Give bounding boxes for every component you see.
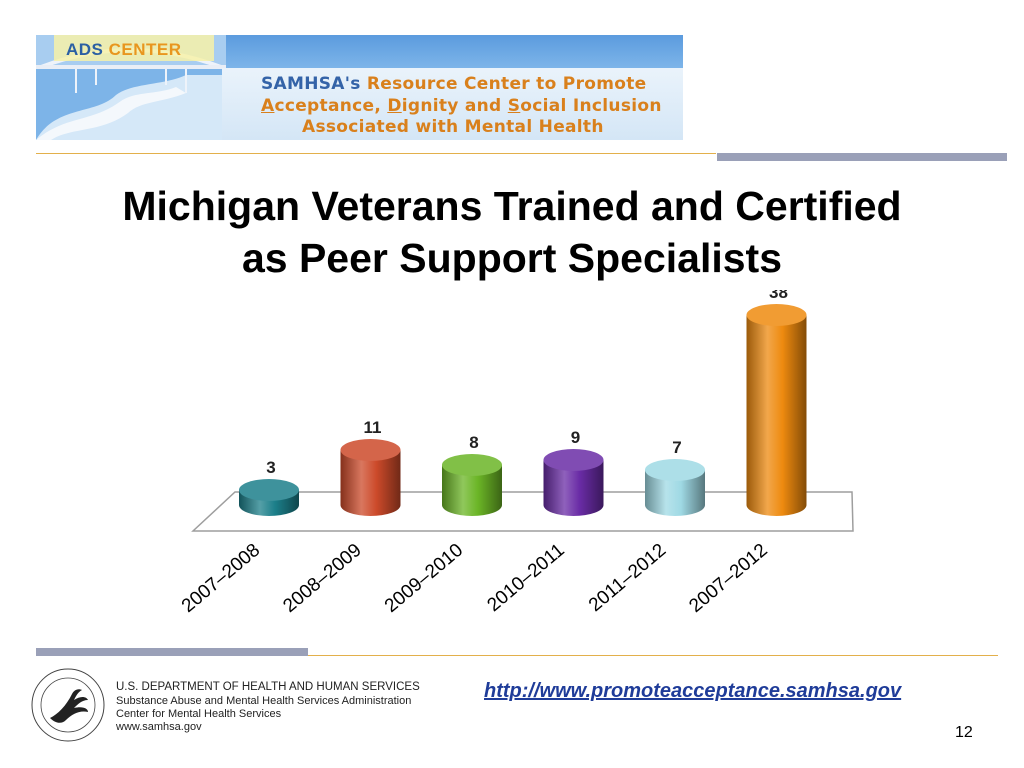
hhs-seal-logo <box>31 668 105 742</box>
bar <box>239 479 299 516</box>
bar <box>543 449 604 516</box>
footer-center: Center for Mental Health Services <box>116 708 282 720</box>
x-tick-label: 2008–2009 <box>279 540 365 617</box>
title-line-2: as Peer Support Specialists <box>241 235 783 281</box>
bar-top <box>746 304 807 326</box>
bridge-river-illustration <box>36 35 226 140</box>
bar <box>645 459 705 516</box>
header-banner: ADS CENTER SAMHSA's Resource Center to P… <box>36 35 683 140</box>
footer-divider-line <box>308 655 998 656</box>
data-label: 11 <box>364 418 382 437</box>
data-label: 38 <box>769 290 788 302</box>
footer-website: www.samhsa.gov <box>116 721 202 733</box>
bar <box>442 454 502 516</box>
footer-divider-bar <box>36 648 308 656</box>
x-tick-label: 2007–2012 <box>685 540 771 617</box>
x-tick-label: 2007–2008 <box>178 540 264 617</box>
samhsa-url-link[interactable]: http://www.promoteacceptance.samhsa.gov <box>484 680 902 702</box>
data-label: 8 <box>469 433 478 452</box>
footer-agency: Substance Abuse and Mental Health Servic… <box>116 695 412 707</box>
bar-top <box>543 449 604 471</box>
page-title: Michigan Veterans Trained and Certified … <box>40 180 984 284</box>
ads-center-logo: ADS CENTER <box>66 40 182 59</box>
bar-top <box>442 454 502 476</box>
header-divider-line <box>36 153 716 154</box>
x-tick-label: 2009–2010 <box>381 540 467 617</box>
banner-line-3: Associated with Mental Health <box>302 117 604 137</box>
bar-body <box>340 450 401 516</box>
banner-line-1: SAMHSA's Resource Center to Promote <box>261 74 647 94</box>
bar-body <box>543 460 604 516</box>
header-divider-bar <box>717 153 1007 161</box>
bar-body <box>746 315 807 516</box>
x-tick-label: 2010–2011 <box>483 540 568 616</box>
x-tick-label: 2011–2012 <box>585 540 670 616</box>
page-number: 12 <box>955 724 973 741</box>
bars-layer <box>239 304 807 516</box>
bar-top <box>239 479 299 501</box>
bar-chart: 3 11 8 9 7 38 2007–2008 2008–2009 2009–2010 2010… <box>178 290 854 617</box>
bar-top <box>645 459 705 481</box>
banner-title-box <box>222 68 683 140</box>
footer-department: U.S. DEPARTMENT OF HEALTH AND HUMAN SERV… <box>116 681 420 693</box>
x-tick-labels-layer: 2007–2008 2008–2009 2009–2010 2010–2011 2011… <box>178 540 772 617</box>
data-label: 7 <box>672 438 681 457</box>
data-label: 9 <box>571 428 580 447</box>
bar-body <box>645 470 705 516</box>
banner-line-2: Acceptance, Dignity and Social Inclusion <box>261 96 662 116</box>
bar-top <box>340 439 401 461</box>
title-line-1: Michigan Veterans Trained and Certified <box>122 183 902 229</box>
bar-body <box>442 465 502 516</box>
data-labels-layer: 3 11 8 9 7 38 <box>266 290 788 477</box>
data-label: 3 <box>266 458 275 477</box>
bar <box>746 304 807 516</box>
bar <box>340 439 401 516</box>
